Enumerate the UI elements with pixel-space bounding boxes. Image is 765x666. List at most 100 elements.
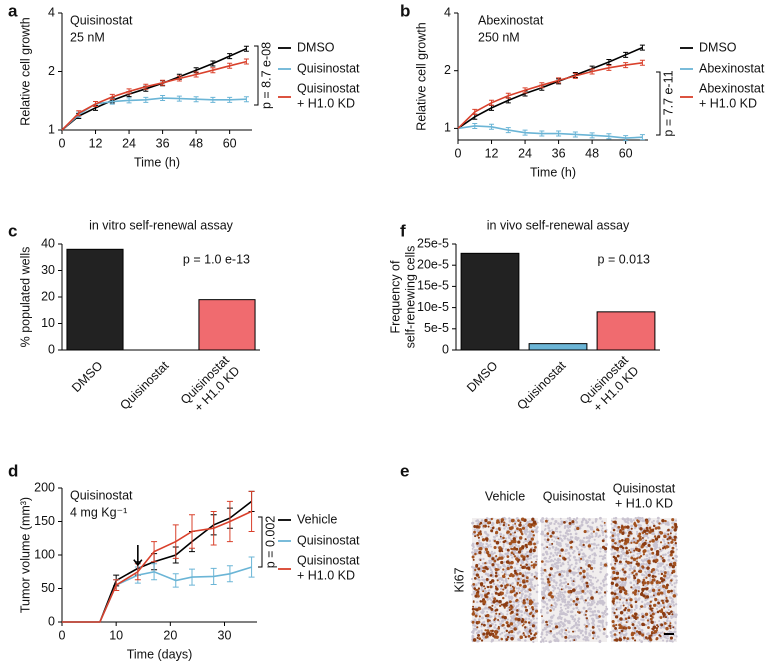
nucleus <box>601 602 605 606</box>
stained-nucleus <box>508 631 511 634</box>
stained-nucleus <box>540 560 544 563</box>
nucleus <box>577 584 581 588</box>
stained-nucleus <box>510 637 514 641</box>
nucleus <box>613 551 617 555</box>
stained-nucleus <box>505 583 509 587</box>
stained-nucleus <box>646 619 650 622</box>
nucleus <box>609 631 613 634</box>
stained-nucleus <box>612 597 616 601</box>
nucleus <box>632 626 635 630</box>
nucleus <box>574 529 577 532</box>
nucleus <box>620 550 623 553</box>
stained-nucleus <box>644 612 649 616</box>
stained-nucleus <box>655 552 660 556</box>
stained-nucleus <box>651 539 655 543</box>
nucleus <box>540 590 544 594</box>
nucleus <box>471 551 474 554</box>
nucleus <box>474 583 478 587</box>
nucleus <box>663 589 667 593</box>
error-bar <box>505 92 511 99</box>
nucleus <box>663 532 666 535</box>
stained-nucleus <box>520 517 525 522</box>
nucleus <box>604 534 608 538</box>
stained-nucleus <box>640 605 644 608</box>
nucleus <box>594 613 598 617</box>
nucleus <box>565 619 568 622</box>
stained-nucleus <box>541 596 545 600</box>
stained-nucleus <box>633 576 637 580</box>
nucleus <box>593 557 596 560</box>
nucleus <box>493 615 497 618</box>
nucleus <box>559 606 562 609</box>
stained-nucleus <box>647 573 651 577</box>
stained-nucleus <box>529 540 532 544</box>
nucleus <box>598 555 601 558</box>
error-bar <box>227 96 233 103</box>
nucleus <box>652 543 655 546</box>
bar <box>596 311 656 351</box>
nucleus <box>582 552 585 556</box>
nucleus <box>580 610 583 614</box>
stained-nucleus <box>476 590 480 594</box>
nucleus <box>477 562 481 566</box>
nucleus <box>481 608 484 611</box>
legend-label: Quisinostat + H1.0 KD <box>297 554 360 583</box>
nucleus <box>525 528 529 531</box>
nucleus <box>515 562 519 566</box>
legend-label: DMSO <box>297 40 335 54</box>
nucleus <box>600 529 603 532</box>
nucleus <box>589 603 593 607</box>
nucleus <box>563 537 566 540</box>
stained-nucleus <box>497 627 501 630</box>
nucleus <box>641 600 644 603</box>
nucleus <box>554 622 558 626</box>
nucleus <box>493 590 496 593</box>
nucleus <box>490 571 493 574</box>
series-line <box>457 46 643 130</box>
nucleus <box>499 566 502 569</box>
nucleus <box>496 584 499 587</box>
nucleus <box>657 570 660 572</box>
nucleus <box>664 553 667 556</box>
nucleus <box>577 619 580 623</box>
nucleus <box>605 634 608 637</box>
nucleus <box>634 597 638 601</box>
nucleus <box>561 600 564 603</box>
nucleus <box>666 639 669 643</box>
stained-nucleus <box>666 589 671 594</box>
x-tick-label: 0 <box>59 136 66 150</box>
nucleus <box>675 575 678 578</box>
nucleus <box>595 544 598 547</box>
stained-nucleus <box>660 591 664 595</box>
panel-label: c <box>8 221 17 240</box>
nucleus <box>605 543 609 546</box>
stained-nucleus <box>620 539 624 542</box>
nucleus <box>540 520 543 523</box>
stained-nucleus <box>521 545 525 549</box>
nucleus <box>549 640 552 643</box>
nucleus <box>601 531 605 534</box>
stained-nucleus <box>521 532 524 536</box>
legend-label: Vehicle <box>297 512 337 526</box>
stained-nucleus <box>646 528 649 532</box>
nucleus <box>592 613 595 617</box>
nucleus <box>581 634 585 637</box>
stained-nucleus <box>669 605 672 608</box>
stained-nucleus <box>513 569 517 573</box>
nucleus <box>527 563 531 566</box>
stained-nucleus <box>495 521 499 524</box>
nucleus <box>566 543 570 546</box>
nucleus <box>652 519 655 522</box>
nucleus <box>485 542 488 546</box>
nucleus <box>509 619 513 623</box>
nucleus <box>605 583 608 586</box>
stained-nucleus <box>647 543 651 547</box>
stained-nucleus <box>650 548 653 551</box>
stained-nucleus <box>491 557 495 561</box>
nucleus <box>483 581 487 584</box>
nucleus <box>550 579 553 582</box>
stained-nucleus <box>518 558 520 561</box>
nucleus <box>568 538 572 542</box>
nucleus <box>548 522 552 525</box>
nucleus <box>672 604 676 607</box>
